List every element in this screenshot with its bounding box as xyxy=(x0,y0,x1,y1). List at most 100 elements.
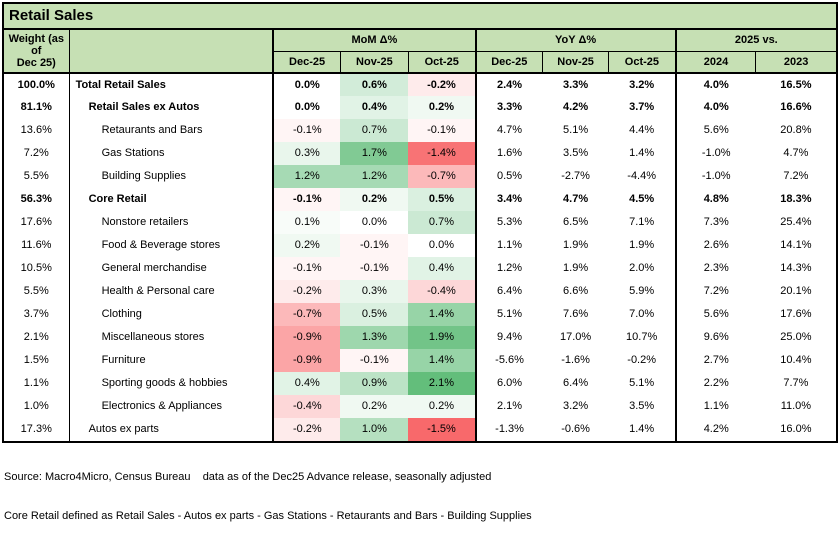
yoy-oct25-cell: 4.4% xyxy=(608,119,677,142)
mom-nov25-cell: -0.1% xyxy=(340,349,409,372)
label-cell: General merchandise xyxy=(69,257,275,280)
yoy-dec25-cell: 9.4% xyxy=(496,331,523,344)
mom-nov25-cell: 0.0% xyxy=(340,211,409,234)
label-cell: Core Retail xyxy=(69,188,275,211)
yoy-dec25-cell: 1.2% xyxy=(496,262,523,275)
yoy-oct25-cell: 3.7% xyxy=(608,96,677,119)
yoy-nov25-cell: 4.2% xyxy=(563,101,589,114)
vs-2024-cell: 4.0% xyxy=(703,101,729,114)
yoy-dec25-cell: 0.5% xyxy=(496,170,523,183)
yoy-nov25-cell: 6.5% xyxy=(563,216,589,229)
yoy-dec25-cell: 2.1% xyxy=(496,400,523,413)
vs-2023-cell: 18.3% xyxy=(780,193,812,206)
vs-2024-cell: 5.6% xyxy=(703,124,729,137)
table-row: 81.1% Retail Sales ex Autos 0.0% 0.4% 0.… xyxy=(4,96,836,119)
table-row: 10.5% General merchandise -0.1% -0.1% 0.… xyxy=(4,257,836,280)
yoy-oct25-cell: 1.4% xyxy=(608,418,677,441)
yoy-nov25-cell: -1.6% xyxy=(561,354,590,367)
yoy-nov25-cell: 3.5% xyxy=(563,147,589,160)
mom-dec25-cell: -0.1% xyxy=(273,119,341,142)
weight-cell: 56.3% xyxy=(4,188,70,211)
vs-2023-cell: 11.0% xyxy=(780,400,812,413)
weight-cell: 3.7% xyxy=(4,303,70,326)
mom-oct25-cell: 2.1% xyxy=(408,372,477,395)
mom-oct25-cell: 0.2% xyxy=(408,395,477,418)
yoy-nov25-cell: 1.9% xyxy=(563,239,589,252)
mom-nov25-cell: 1.3% xyxy=(340,326,409,349)
retail-sales-table: Weight (as of Dec 25) MoM Δ% YoY Δ% 2025… xyxy=(4,30,836,441)
mom-dec25-cell: -0.9% xyxy=(273,326,341,349)
yoy-oct25-cell: 7.1% xyxy=(608,211,677,234)
mom-oct25-cell: -1.4% xyxy=(408,142,477,165)
yoy-nov25-cell: -0.6% xyxy=(561,423,590,436)
label-cell: Furniture xyxy=(69,349,275,372)
mom-oct25-cell: -1.5% xyxy=(408,418,477,441)
vs-2024-cell: 2.2% xyxy=(703,377,729,390)
table-row: 3.7% Clothing -0.7% 0.5% 1.4% 5.1% 7.6% … xyxy=(4,303,836,326)
yoy-nov25-cell: 5.1% xyxy=(563,124,589,137)
mom-nov25-cell: 0.2% xyxy=(340,188,409,211)
table-row: 7.2% Gas Stations 0.3% 1.7% -1.4% 1.6% 3… xyxy=(4,142,836,165)
yoy-nov25-cell: 3.3% xyxy=(563,78,589,91)
mom-oct25-cell: -0.2% xyxy=(408,73,477,96)
vs-2023-cell: 20.8% xyxy=(780,124,812,137)
yoy-dec25-cell: -5.6% xyxy=(495,354,524,367)
table-row: 5.5% Health & Personal care -0.2% 0.3% -… xyxy=(4,280,836,303)
mom-dec25-cell: -0.1% xyxy=(273,188,341,211)
table-row: 13.6% Retaurants and Bars -0.1% 0.7% -0.… xyxy=(4,119,836,142)
vs-2024-cell: 2.6% xyxy=(703,239,729,252)
mom-dec25-cell: -0.7% xyxy=(273,303,341,326)
yoy-nov25-cell: 3.2% xyxy=(563,400,589,413)
yoy-nov25-cell: 17.0% xyxy=(559,331,592,344)
mom-dec25-cell: 0.3% xyxy=(273,142,341,165)
vs-2023-cell: 4.7% xyxy=(783,147,809,160)
yoy-oct25-cell: -4.4% xyxy=(608,165,677,188)
label-cell: Miscellaneous stores xyxy=(69,326,275,349)
vs-2024-cell: 2.3% xyxy=(703,262,729,275)
label-cell: Nonstore retailers xyxy=(69,211,275,234)
table-row: 56.3% Core Retail -0.1% 0.2% 0.5% 3.4% 4… xyxy=(4,188,836,211)
weight-cell: 10.5% xyxy=(4,257,70,280)
yoy-nov25-cell: 4.7% xyxy=(563,193,589,206)
table-row: 2.1% Miscellaneous stores -0.9% 1.3% 1.9… xyxy=(4,326,836,349)
mom-dec25-cell: 0.2% xyxy=(273,234,341,257)
yoy-dec25-cell: -1.3% xyxy=(495,423,524,436)
vs-2023-cell: 16.5% xyxy=(780,78,812,91)
yoy-nov25-cell: 6.6% xyxy=(563,285,589,298)
mom-dec25-cell: 0.0% xyxy=(273,73,341,96)
weight-cell: 1.0% xyxy=(4,395,70,418)
group-header-2025vs: 2025 vs. xyxy=(675,30,836,52)
page-title: Retail Sales xyxy=(4,4,836,30)
vs-2023-cell: 16.0% xyxy=(780,423,812,436)
label-cell: Sporting goods & hobbies xyxy=(69,372,275,395)
vs-2023-cell: 16.6% xyxy=(780,101,812,114)
yoy-oct25-cell: 3.2% xyxy=(608,73,677,96)
yoy-oct25-cell: 1.4% xyxy=(608,142,677,165)
weight-cell: 13.6% xyxy=(4,119,70,142)
mom-col-oct25: Oct-25 xyxy=(408,51,477,74)
yoy-oct25-cell: 4.5% xyxy=(608,188,677,211)
yoy-dec25-cell: 6.0% xyxy=(496,377,523,390)
retail-sales-table-frame: Retail Sales Weight (as of Dec 25) MoM Δ… xyxy=(2,2,838,443)
label-cell: Retaurants and Bars xyxy=(69,119,275,142)
vs-col-2024: 2024 xyxy=(675,51,757,74)
mom-dec25-cell: 1.2% xyxy=(273,165,341,188)
weight-cell: 5.5% xyxy=(4,165,70,188)
mom-nov25-cell: 0.7% xyxy=(340,119,409,142)
mom-oct25-cell: 0.7% xyxy=(408,211,477,234)
label-column-header xyxy=(69,30,275,74)
vs-2023-cell: 7.2% xyxy=(783,170,809,183)
yoy-oct25-cell: 10.7% xyxy=(608,326,677,349)
source-footnote: Source: Macro4Micro, Census Bureau data … xyxy=(4,471,492,483)
table-body: 100.0% Total Retail Sales 0.0% 0.6% -0.2… xyxy=(4,73,836,441)
group-header-mom: MoM Δ% xyxy=(273,30,477,52)
mom-nov25-cell: 1.7% xyxy=(340,142,409,165)
table-row: 1.0% Electronics & Appliances -0.4% 0.2%… xyxy=(4,395,836,418)
mom-dec25-cell: 0.0% xyxy=(273,96,341,119)
table-row: 1.5% Furniture -0.9% -0.1% 1.4% -5.6% -1… xyxy=(4,349,836,372)
yoy-nov25-cell: 1.9% xyxy=(563,262,589,275)
vs-2023-cell: 10.4% xyxy=(780,354,812,367)
mom-nov25-cell: -0.1% xyxy=(340,257,409,280)
vs-2023-cell: 25.0% xyxy=(780,331,812,344)
mom-nov25-cell: 0.5% xyxy=(340,303,409,326)
